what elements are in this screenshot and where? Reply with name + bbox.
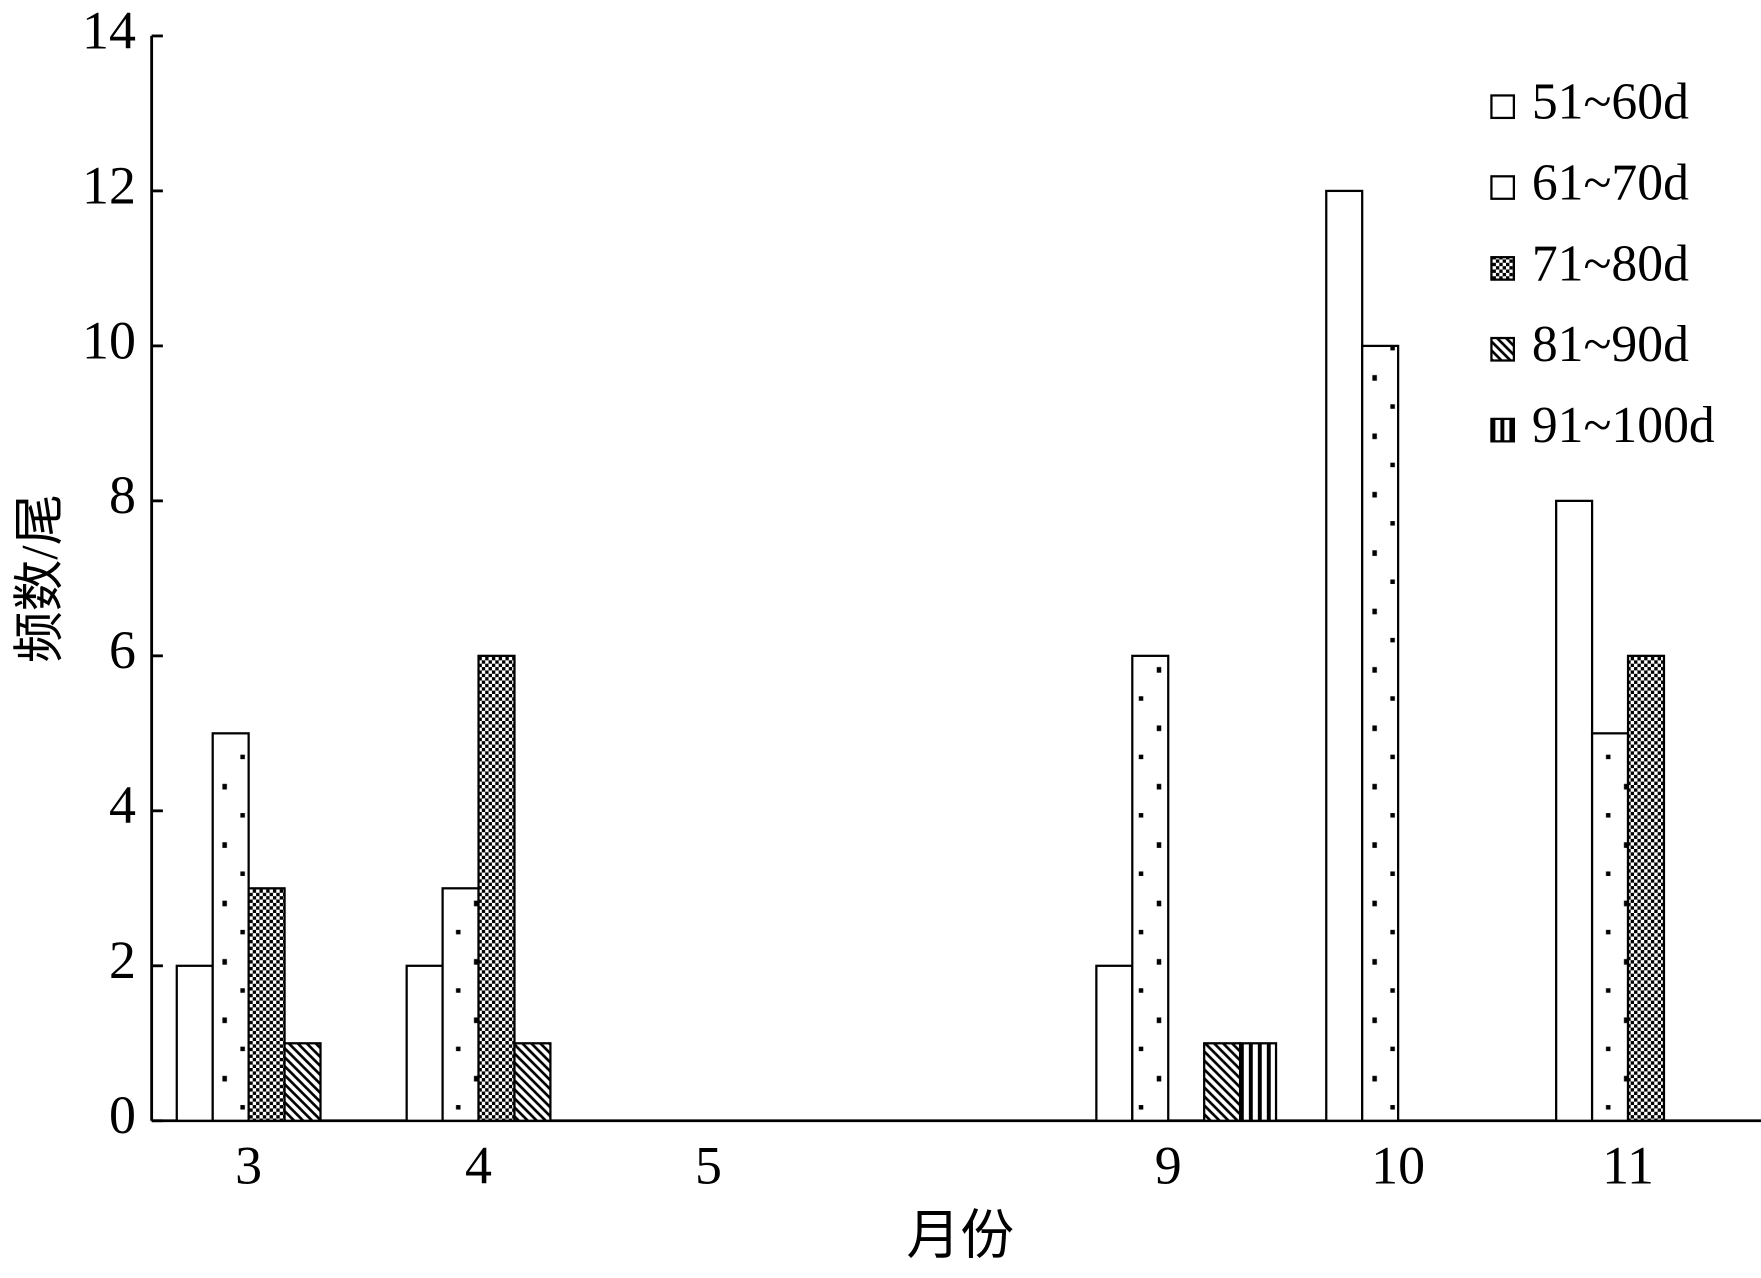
y-axis-label: 频数/尾 [12, 494, 69, 663]
bar [1590, 732, 1630, 1122]
bar [1325, 189, 1364, 1122]
y-tick-label: 12 [82, 155, 136, 215]
legend-label: 71~80d [1532, 235, 1689, 292]
y-tick-label: 14 [82, 0, 136, 60]
legend-label: 81~90d [1532, 316, 1689, 373]
legend-swatch [1490, 417, 1516, 443]
bar [283, 1042, 322, 1122]
y-tick-label: 0 [109, 1085, 136, 1145]
x-tick-label: 11 [1602, 1136, 1654, 1196]
bar [441, 887, 480, 1122]
x-axis-label: 月份 [906, 1205, 1014, 1265]
y-tick-label: 6 [109, 620, 136, 680]
legend-swatch [1490, 336, 1516, 362]
bar [1203, 1042, 1242, 1122]
y-tick-label: 8 [109, 465, 136, 525]
legend-label: 91~100d [1532, 397, 1715, 454]
legend-swatch [1490, 94, 1516, 120]
bar [1095, 964, 1134, 1122]
x-tick-label: 4 [465, 1136, 492, 1196]
legend-swatch [1490, 256, 1516, 281]
bar [477, 654, 516, 1122]
y-tick-label: 4 [109, 775, 136, 835]
bar [513, 1042, 552, 1122]
bar [1131, 654, 1170, 1122]
legend-swatch [1490, 175, 1516, 200]
bar [405, 964, 444, 1122]
y-tick-label: 10 [82, 310, 136, 370]
bar [1238, 1042, 1278, 1122]
legend-label: 51~60d [1532, 74, 1689, 131]
x-tick-label: 9 [1155, 1136, 1182, 1196]
bar [247, 887, 286, 1122]
y-tick-label: 2 [109, 930, 136, 990]
legend-label: 61~70d [1532, 154, 1689, 211]
bar [211, 732, 250, 1122]
bar [1361, 344, 1400, 1122]
x-tick-label: 5 [695, 1136, 722, 1196]
bar [1626, 654, 1666, 1122]
bar [1555, 499, 1594, 1122]
x-tick-label: 10 [1371, 1136, 1425, 1196]
bar [175, 964, 214, 1122]
x-tick-label: 3 [235, 1136, 262, 1196]
